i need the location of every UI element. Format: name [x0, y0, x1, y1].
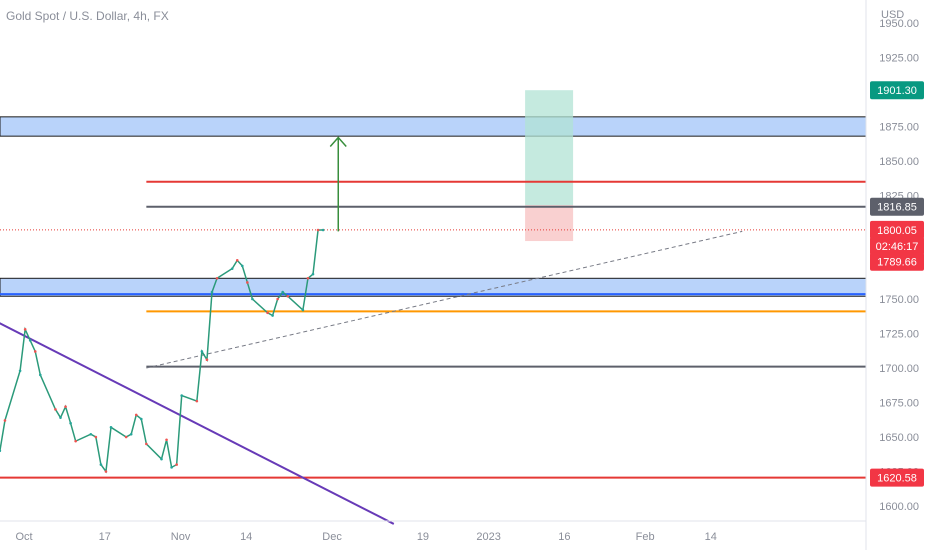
price-point: [140, 417, 143, 421]
support-resistance-zone-0: [0, 116, 867, 137]
price-point: [23, 328, 27, 331]
y-tick-label: 1675.00: [879, 398, 919, 410]
price-point: [28, 339, 32, 342]
y-tick-label: 1950.00: [879, 18, 919, 30]
price-point: [311, 272, 315, 276]
price-point: [18, 369, 22, 373]
price-point: [0, 449, 2, 453]
x-tick-label: 19: [417, 531, 429, 543]
price-point: [210, 290, 214, 294]
price-point: [3, 419, 7, 422]
price-point: [99, 463, 103, 466]
x-tick-label: Dec: [322, 531, 342, 543]
price-label-text: 1800.05: [877, 225, 917, 237]
price-point: [94, 435, 98, 439]
y-tick-label: 1750.00: [879, 294, 919, 306]
trendline-0: [0, 322, 395, 525]
price-label-text: 1620.58: [877, 473, 917, 485]
chart-title: Gold Spot / U.S. Dollar, 4h, FX: [6, 9, 169, 23]
price-point: [170, 466, 173, 469]
price-label-box: [870, 468, 924, 487]
price-point: [266, 311, 269, 315]
price-point: [276, 297, 279, 301]
price-point: [129, 432, 133, 436]
y-tick-label: 1875.00: [879, 122, 919, 134]
price-point: [104, 470, 108, 473]
price-point: [33, 350, 37, 353]
price-label-box: [870, 252, 924, 271]
price-point: [180, 394, 183, 397]
price-label-text: 02:46:17: [876, 241, 919, 253]
price-label-box: [870, 81, 924, 100]
price-point: [160, 457, 163, 461]
y-tick-label: 1850.00: [879, 156, 919, 168]
price-point: [64, 405, 67, 408]
trendline-1: [146, 230, 743, 369]
price-point: [89, 432, 93, 436]
price-point: [230, 267, 234, 270]
position-target-zone: [525, 90, 574, 206]
y-tick-label: 1650.00: [879, 432, 919, 444]
price-label-box: [870, 220, 924, 239]
price-point: [134, 413, 138, 417]
y-tick-label: 1925.00: [879, 53, 919, 65]
x-tick-label: 17: [99, 531, 111, 543]
price-point: [235, 259, 239, 262]
price-point: [124, 435, 128, 439]
x-tick-label: 16: [558, 531, 570, 543]
x-tick-label: 2023: [476, 531, 500, 543]
y-tick-label: 1600.00: [879, 501, 919, 513]
price-point: [286, 294, 290, 298]
y-tick-label: 1700.00: [879, 363, 919, 375]
price-point: [69, 421, 72, 425]
price-point: [200, 350, 204, 353]
price-point: [39, 373, 42, 377]
x-tick-label: Feb: [636, 531, 655, 543]
price-point: [246, 281, 249, 284]
target-arrow-head: [329, 136, 347, 148]
price-point: [145, 442, 148, 446]
price-point: [205, 358, 209, 362]
price-point: [175, 463, 178, 466]
y-tick-label: 1725.00: [879, 329, 919, 341]
price-point: [215, 277, 219, 280]
price-point: [59, 416, 62, 419]
price-label-box: [870, 236, 924, 255]
x-tick-label: 14: [705, 531, 717, 543]
x-tick-label: Oct: [15, 531, 32, 543]
position-stop-zone: [525, 205, 574, 242]
price-scale-currency: USD: [881, 9, 905, 21]
price-point: [241, 264, 244, 268]
price-point: [74, 439, 77, 443]
price-label-text: 1789.66: [877, 257, 917, 269]
price-label-box: [870, 197, 924, 216]
price-point: [321, 228, 325, 232]
price-point: [165, 438, 168, 442]
x-tick-label: Nov: [171, 531, 191, 543]
price-point: [306, 277, 310, 280]
price-label-text: 1901.30: [877, 85, 917, 97]
price-point: [251, 297, 254, 301]
price-line: [0, 229, 324, 474]
price-point: [271, 314, 274, 317]
price-point: [281, 290, 285, 294]
price-label-text: 1816.85: [877, 202, 917, 214]
price-point: [109, 426, 113, 429]
price-point: [316, 228, 320, 232]
price-point: [54, 408, 57, 411]
price-point: [195, 399, 199, 403]
price-point: [301, 308, 305, 312]
x-tick-label: 14: [240, 531, 252, 543]
